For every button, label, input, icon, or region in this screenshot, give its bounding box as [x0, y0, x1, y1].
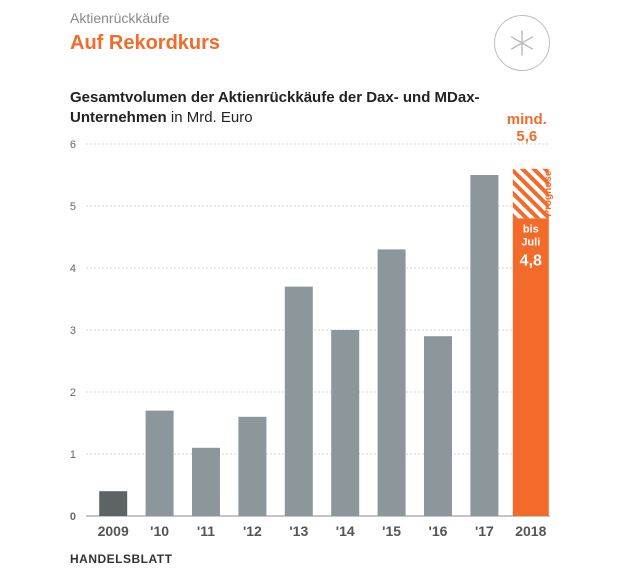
x-tick-label: 2009	[98, 523, 129, 539]
forecast-label: Prognose	[543, 170, 554, 217]
y-tick-label: 0	[70, 511, 76, 523]
x-tick-label: '15	[382, 523, 401, 539]
x-tick-label: '17	[475, 523, 494, 539]
badge	[494, 15, 550, 71]
bar	[99, 491, 128, 516]
x-tick-label: '12	[243, 523, 262, 539]
headline: Auf Rekordkurs	[70, 32, 221, 54]
bar-value-label: bis	[523, 223, 539, 235]
y-tick-label: 1	[70, 449, 76, 461]
bar	[470, 175, 499, 516]
y-tick-label: 5	[70, 201, 76, 213]
bar	[331, 330, 360, 516]
x-tick-label: '11	[197, 523, 215, 539]
chart-title-unit: in Mrd. Euro	[166, 109, 253, 126]
y-tick-label: 3	[70, 325, 76, 337]
bar	[238, 416, 267, 516]
bar-value-label: Juli	[521, 236, 540, 248]
bar	[424, 336, 452, 516]
source-label: HANDELSBLATT	[70, 552, 173, 566]
forecast-total-label: mind.	[507, 111, 547, 128]
bar	[145, 410, 174, 516]
x-tick-label: '16	[429, 523, 448, 539]
asterisk-icon	[510, 30, 534, 56]
bar-value-label: 4,8	[520, 252, 542, 269]
forecast-bar-segment	[512, 168, 549, 219]
bar	[284, 286, 313, 516]
x-tick-label: '10	[150, 523, 169, 539]
y-tick-label: 4	[70, 263, 76, 275]
bar	[377, 249, 406, 516]
y-tick-label: 6	[70, 139, 76, 151]
bar	[512, 218, 549, 516]
bar	[192, 447, 220, 516]
chart-title: Gesamtvolumen der Aktienrückkäufe der Da…	[70, 88, 500, 128]
x-tick-label: '14	[336, 523, 355, 539]
kicker: Aktienrückkäufe	[70, 10, 170, 26]
x-tick-label: '13	[289, 523, 308, 539]
forecast-total-value: 5,6	[516, 128, 537, 145]
y-tick-label: 2	[70, 387, 76, 399]
chart-title-bold: Gesamtvolumen der Aktienrückkäufe der Da…	[70, 89, 480, 126]
x-tick-label: 2018	[515, 523, 546, 539]
